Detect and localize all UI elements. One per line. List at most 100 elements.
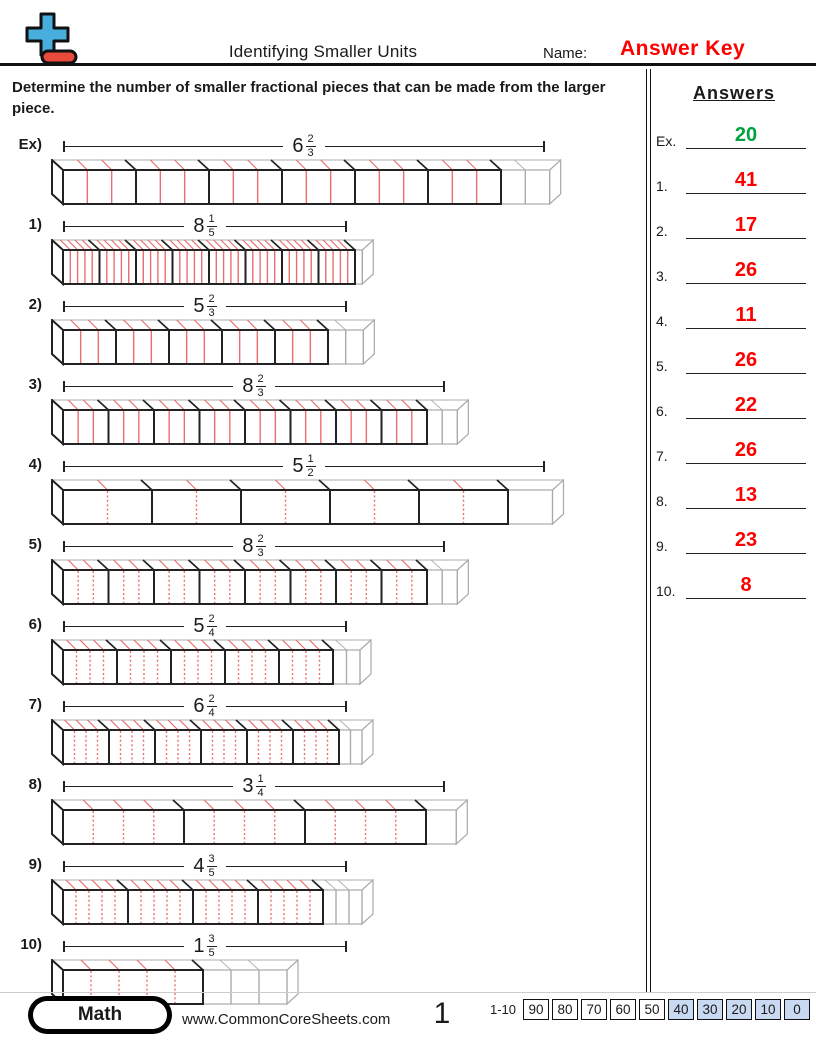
problem-label: 9) bbox=[28, 856, 42, 873]
bracket-line bbox=[274, 785, 443, 787]
instructions-text: Determine the number of smaller fraction… bbox=[12, 79, 606, 117]
whole-number: 8 bbox=[242, 374, 254, 397]
fraction-bar-diagram bbox=[51, 637, 372, 687]
problem-row: 7) 6 2 4 bbox=[0, 693, 646, 767]
bracket-tick bbox=[63, 300, 65, 312]
score-range-label: 1-10 bbox=[489, 1002, 516, 1017]
answer-value: 26 bbox=[686, 259, 806, 284]
fraction-denominator: 3 bbox=[257, 386, 264, 399]
bracket-tick bbox=[345, 860, 347, 872]
worksheet-title: Identifying Smaller Units bbox=[228, 42, 418, 61]
fraction-bar-diagram bbox=[51, 717, 374, 767]
fraction-bar-diagram bbox=[51, 797, 468, 847]
problem-label: 8) bbox=[28, 776, 42, 793]
problem-row: 5) 8 2 3 bbox=[0, 533, 646, 607]
bracket-line bbox=[65, 145, 284, 147]
name-label: Name: bbox=[543, 45, 588, 62]
bracket-tick bbox=[63, 380, 65, 392]
math-badge-label: Math bbox=[33, 1001, 167, 1029]
score-cell: 70 bbox=[581, 999, 607, 1020]
bracket-tick bbox=[345, 300, 347, 312]
bracket-line bbox=[65, 865, 185, 867]
column-divider bbox=[646, 69, 651, 992]
fraction-numerator: 2 bbox=[255, 533, 266, 547]
fraction-numerator: 3 bbox=[206, 933, 217, 947]
bracket-tick bbox=[345, 220, 347, 232]
fraction-denominator: 5 bbox=[208, 866, 215, 879]
bracket-line bbox=[225, 865, 345, 867]
bracket-tick bbox=[345, 700, 347, 712]
answers-list: Ex. 20 1. 41 2. 17 3. 26 4. 11 5. 26 6. 22 7. 26 8. 13 9. 2… bbox=[652, 120, 816, 599]
fraction-numerator: 2 bbox=[206, 693, 217, 707]
answer-row: 8. 13 bbox=[656, 480, 806, 509]
score-cell: 10 bbox=[755, 999, 781, 1020]
bracket-tick bbox=[63, 460, 65, 472]
answer-number: 4. bbox=[656, 313, 668, 329]
answer-value: 20 bbox=[686, 124, 806, 149]
bracket-tick bbox=[63, 220, 65, 232]
answer-number: 3. bbox=[656, 268, 668, 284]
bracket-line bbox=[225, 705, 345, 707]
problem-row: 4) 5 1 2 bbox=[0, 453, 646, 527]
score-cell: 30 bbox=[697, 999, 723, 1020]
fraction-numerator: 2 bbox=[305, 133, 316, 147]
problem-label: 5) bbox=[28, 536, 42, 553]
answer-row: Ex. 20 bbox=[656, 120, 806, 149]
whole-number: 3 bbox=[242, 774, 254, 797]
fraction-bar-diagram bbox=[51, 877, 374, 927]
bracket-tick bbox=[63, 140, 65, 152]
problem-row: 8) 3 1 4 bbox=[0, 773, 646, 847]
bracket-tick bbox=[543, 460, 545, 472]
fraction-denominator: 4 bbox=[208, 706, 215, 719]
answer-value: 11 bbox=[686, 304, 806, 329]
fraction-numerator: 2 bbox=[255, 373, 266, 387]
bracket-line bbox=[65, 945, 185, 947]
bracket-line bbox=[65, 705, 185, 707]
fraction-numerator: 1 bbox=[206, 213, 217, 227]
fraction-denominator: 3 bbox=[307, 146, 314, 159]
answer-row: 4. 11 bbox=[656, 300, 806, 329]
problem-row: 3) 8 2 3 bbox=[0, 373, 646, 447]
website-url: www.CommonCoreSheets.com bbox=[182, 1011, 391, 1028]
bracket-line bbox=[225, 305, 345, 307]
fraction-numerator: 2 bbox=[206, 293, 217, 307]
bracket-line bbox=[225, 225, 345, 227]
score-cell: 40 bbox=[668, 999, 694, 1020]
whole-number: 5 bbox=[292, 454, 304, 477]
answer-number: Ex. bbox=[656, 133, 677, 149]
answer-row: 6. 22 bbox=[656, 390, 806, 419]
problems: Ex) 6 2 3 1) 8 1 5 2) 5 2 3 3) 8 2 3 4) 5 1 2 5) 8 2 3 6) 5 2 4 7) 6 2… bbox=[0, 133, 646, 1007]
answer-number: 5. bbox=[656, 358, 668, 374]
main-column: Determine the number of smaller fraction… bbox=[0, 69, 646, 1013]
answer-number: 8. bbox=[656, 493, 668, 509]
problem-row: 1) 8 1 5 bbox=[0, 213, 646, 287]
fraction-numerator: 3 bbox=[206, 853, 217, 867]
answer-number: 7. bbox=[656, 448, 668, 464]
answer-value: 26 bbox=[686, 349, 806, 374]
answer-value: 41 bbox=[686, 169, 806, 194]
bracket-line bbox=[65, 625, 185, 627]
problem-label: 3) bbox=[28, 376, 42, 393]
answer-row: 10. 8 bbox=[656, 570, 806, 599]
whole-number: 4 bbox=[193, 854, 205, 877]
bracket-tick bbox=[543, 140, 545, 152]
answer-value: 17 bbox=[686, 214, 806, 239]
answer-value: 22 bbox=[686, 394, 806, 419]
